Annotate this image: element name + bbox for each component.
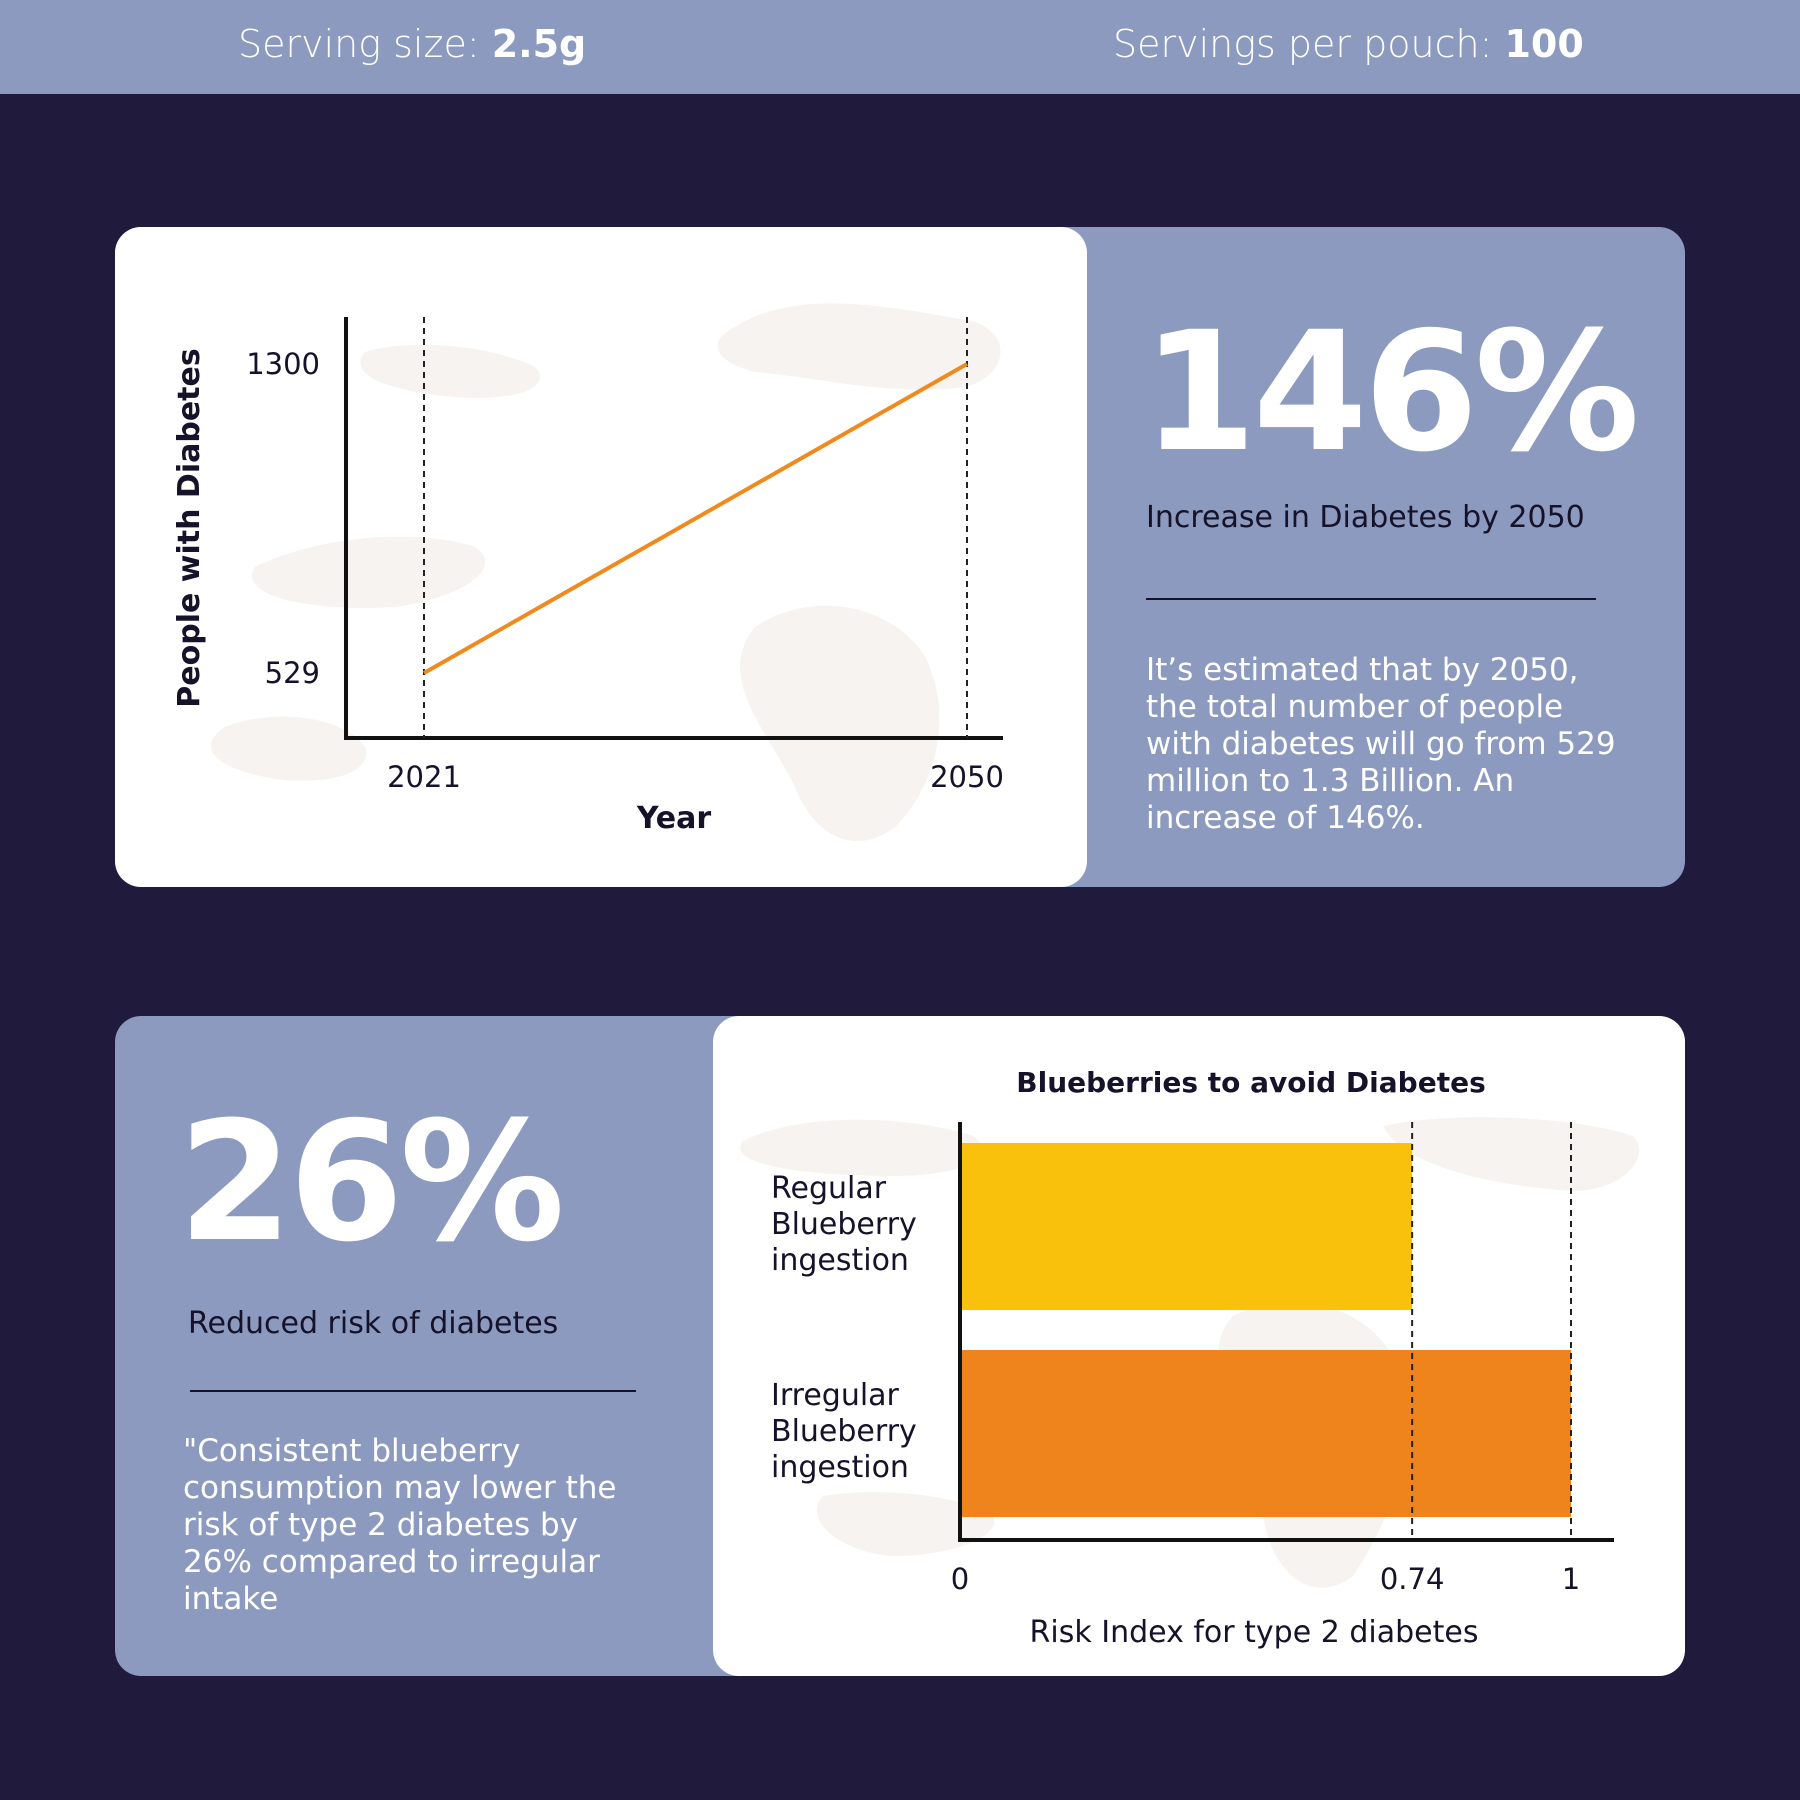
background-blobs (210, 303, 1001, 842)
stat-146-description: It’s estimated that by 2050, the total n… (1146, 652, 1616, 836)
y-tick-label: 529 (265, 656, 320, 690)
x-tick-label: 1 (1562, 1562, 1580, 1596)
axes (958, 1122, 1614, 1542)
stat-146-percent: 146% (1142, 296, 1640, 488)
x-axis-label: Year (636, 801, 712, 836)
stat-26-divider (190, 1390, 636, 1392)
stat-26-label: Reduced risk of diabetes (188, 1306, 559, 1341)
blob-shape (717, 303, 1001, 390)
bar-chart-card: Blueberries to avoid Diabetes Regular Blu… (713, 1016, 1685, 1676)
line-chart: 2021 2050 529 1300 Year People with Diabete… (172, 303, 1004, 842)
servings-per-pouch: Servings per pouch: 100 (1113, 22, 1584, 66)
x-tick-label: 0.74 (1380, 1562, 1445, 1596)
y-axis-label: People with Diabetes (172, 348, 207, 707)
y-tick-label: 1300 (246, 347, 320, 381)
stat-146-divider (1146, 598, 1596, 600)
axes (344, 317, 1003, 740)
servings-per-label: Servings per pouch: (1113, 22, 1493, 66)
x-axis-label: Risk Index for type 2 diabetes (1030, 1615, 1479, 1650)
blob-shape (1383, 1117, 1640, 1191)
bar (960, 1350, 1571, 1517)
serving-size-label: Serving size: (238, 22, 480, 66)
serving-size-value: 2.5g (491, 22, 587, 66)
stat-146-label: Increase in Diabetes by 2050 (1146, 500, 1585, 535)
blob-shape (360, 344, 541, 398)
stat-26-percent: 26% (178, 1086, 565, 1278)
bar-chart: Blueberries to avoid Diabetes Regular Blu… (740, 1066, 1640, 1650)
category-label: Regular Blueberry ingestion (771, 1171, 917, 1278)
stat-26-description: "Consistent blueberry consumption may lo… (183, 1433, 617, 1617)
bar (960, 1143, 1413, 1310)
serving-info-bar: Serving size: 2.5g Servings per pouch: 1… (0, 0, 1800, 94)
line-chart-card: 2021 2050 529 1300 Year People with Diabete… (115, 227, 1087, 887)
category-label: Irregular Blueberry ingestion (771, 1378, 917, 1485)
x-tick-label: 0 (951, 1562, 969, 1596)
blob-shape (210, 716, 367, 781)
x-tick-label: 2050 (930, 760, 1004, 794)
serving-size: Serving size: 2.5g (238, 22, 586, 66)
x-tick-label: 2021 (387, 760, 461, 794)
servings-per-value: 100 (1504, 22, 1584, 66)
blob-shape (816, 1492, 995, 1556)
blob-shape (740, 1119, 984, 1176)
blob-shape (251, 536, 486, 608)
blob-shape (740, 605, 940, 842)
series-line (423, 362, 968, 675)
chart-title: Blueberries to avoid Diabetes (1016, 1066, 1485, 1099)
